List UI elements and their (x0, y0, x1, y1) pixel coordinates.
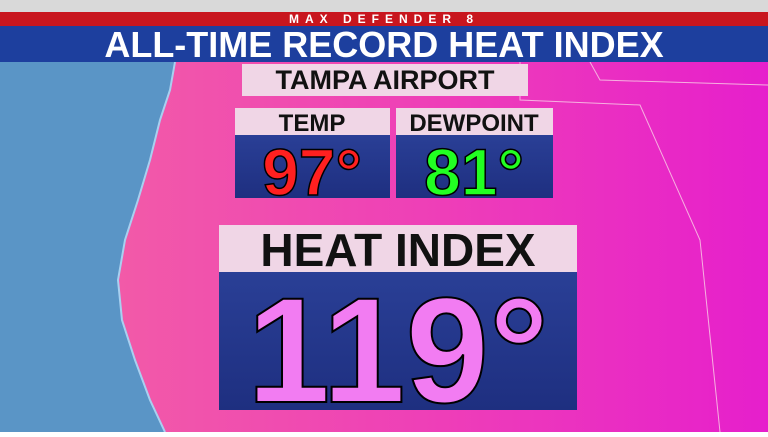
location-box (242, 64, 528, 96)
location: TAMPA AIRPORT (276, 65, 495, 95)
dewpoint-value-box (396, 135, 553, 198)
title: ALL-TIME RECORD HEAT INDEX (104, 24, 663, 65)
temp-label-box (235, 108, 390, 135)
dewpoint-label-box (396, 108, 553, 135)
brand: MAX DEFENDER 8 (289, 12, 479, 26)
heat-index-label-box (219, 225, 577, 272)
temp-label: TEMP (279, 110, 346, 137)
coastline (116, 61, 176, 433)
dewpoint-label: DEWPOINT (409, 110, 539, 137)
title-bar (0, 26, 768, 62)
dewpoint-value: 81° (424, 135, 524, 209)
temp-value-box (235, 135, 390, 198)
brand-bar (0, 12, 768, 26)
heat-index-label: HEAT INDEX (260, 224, 535, 276)
top-strip (0, 0, 768, 12)
heat-index-value: 119° (247, 266, 549, 432)
temp-value: 97° (262, 135, 362, 209)
heat-index-value-box (219, 272, 577, 410)
